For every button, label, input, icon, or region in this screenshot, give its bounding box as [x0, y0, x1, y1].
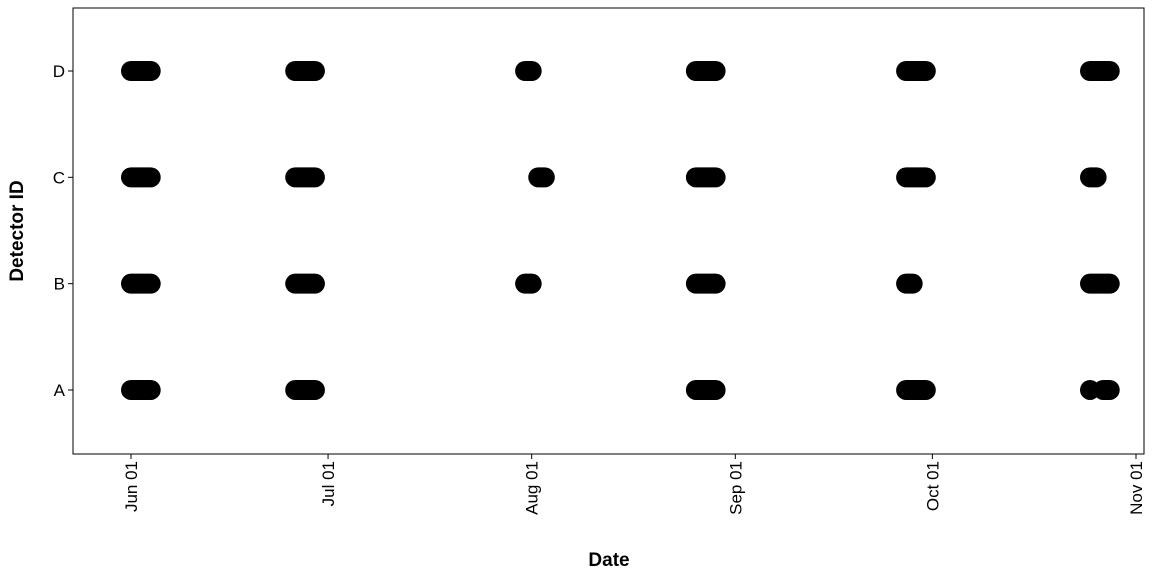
- x-tick-label-5: Nov 01: [1127, 461, 1146, 515]
- detection-mark-B-10: [896, 273, 923, 294]
- detection-mark-A-5: [1093, 379, 1120, 400]
- detection-mark-D-21: [685, 61, 726, 81]
- x-tick-label-3: Sep 01: [726, 461, 745, 515]
- detection-mark-B-8: [515, 273, 542, 294]
- detection-mark-D-18: [121, 61, 161, 81]
- y-tick-label-A: A: [54, 381, 66, 400]
- detection-mark-A-1: [285, 379, 325, 400]
- detection-mark-A-0: [121, 379, 161, 400]
- detection-mark-B-6: [121, 273, 161, 294]
- x-tick-label-2: Aug 01: [523, 461, 542, 515]
- detection-mark-D-20: [515, 61, 542, 81]
- x-tick-label-1: Jul 01: [319, 461, 338, 506]
- detection-mark-A-2: [685, 379, 726, 400]
- x-axis: Jun 01 Jul 01 Aug 01 Sep 01 Oct 01 Nov 01: [122, 454, 1146, 515]
- x-tick-label-4: Oct 01: [923, 461, 942, 511]
- detection-mark-C-17: [1080, 167, 1107, 188]
- detection-mark-C-12: [121, 167, 161, 188]
- x-axis-title: Date: [588, 550, 629, 571]
- detection-mark-D-19: [285, 61, 325, 81]
- detection-mark-D-23: [1080, 61, 1120, 81]
- y-axis-title: Detector ID: [7, 180, 28, 281]
- detection-marks: [121, 61, 1120, 400]
- detection-mark-B-7: [285, 273, 325, 294]
- detection-mark-D-22: [896, 61, 936, 81]
- y-tick-label-D: D: [53, 62, 65, 81]
- y-tick-label-B: B: [54, 275, 65, 294]
- plot-panel: [72, 7, 1145, 455]
- detection-mark-C-14: [528, 167, 555, 188]
- detection-mark-B-11: [1080, 273, 1120, 294]
- detection-mark-C-13: [285, 167, 325, 188]
- detection-mark-C-16: [896, 167, 936, 188]
- y-tick-label-C: C: [53, 168, 65, 187]
- detection-mark-B-9: [685, 273, 726, 294]
- y-axis: A B C D: [53, 62, 73, 400]
- detection-mark-C-15: [685, 167, 726, 188]
- detection-mark-A-3: [896, 379, 936, 400]
- x-tick-label-0: Jun 01: [122, 461, 141, 512]
